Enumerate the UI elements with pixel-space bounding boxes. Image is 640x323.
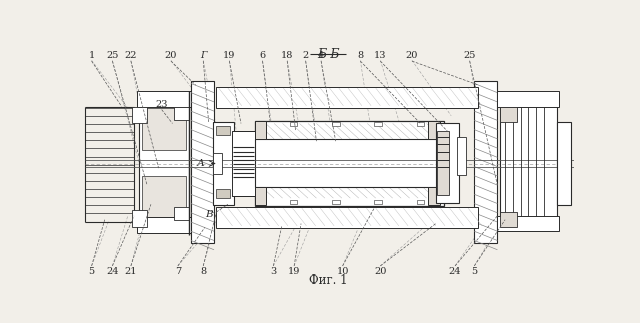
Text: 10: 10 [337,267,349,276]
Text: 8: 8 [357,51,364,59]
Text: 13: 13 [374,51,387,59]
Bar [255,121,444,206]
Text: Фиг. 1: Фиг. 1 [308,274,348,287]
Bar [191,81,214,243]
Bar [436,123,459,203]
Bar [428,187,440,205]
Bar [497,91,559,107]
Bar [500,107,516,122]
Bar [417,122,424,126]
Text: Б-Б: Б-Б [317,48,339,61]
Bar [137,217,193,233]
Bar [212,153,221,174]
Bar [216,126,230,135]
Text: 21: 21 [125,267,137,276]
Bar [255,121,266,139]
Text: 25: 25 [463,51,476,59]
Bar [374,122,382,126]
Bar [500,212,516,227]
Bar [417,201,424,204]
Bar [474,81,497,243]
Bar [216,207,478,228]
Text: 5: 5 [88,267,95,276]
Bar [289,122,297,126]
Text: 24: 24 [106,267,118,276]
Text: 20: 20 [406,51,418,59]
Text: В: В [205,210,212,219]
Bar [332,122,340,126]
Bar [132,210,147,227]
Text: 23: 23 [156,100,168,109]
Text: 3: 3 [270,267,276,276]
Text: 18: 18 [281,51,293,59]
Bar [437,131,449,195]
Bar [232,131,255,196]
Text: 7: 7 [175,267,181,276]
Text: 8: 8 [200,267,206,276]
Bar [289,201,297,204]
Bar [132,107,147,123]
Bar [557,122,570,205]
Bar [141,176,186,218]
Text: Г: Г [200,51,207,59]
Bar [140,104,189,220]
Bar [255,139,444,187]
Bar [497,216,559,231]
Bar [428,121,440,139]
Text: 24: 24 [449,267,461,276]
Text: 19: 19 [223,51,236,59]
Text: 2: 2 [303,51,308,59]
Bar [374,201,382,204]
Bar [212,122,234,205]
Bar [216,87,478,108]
Bar [500,104,557,218]
Bar [174,107,189,120]
Text: 6: 6 [259,51,266,59]
Bar [174,207,189,221]
Text: 1: 1 [88,51,95,59]
Text: 19: 19 [288,267,300,276]
Text: А: А [197,159,205,168]
Text: 20: 20 [374,267,387,276]
Bar [255,187,266,205]
Text: 4: 4 [318,51,324,59]
Bar [137,91,193,107]
Text: 20: 20 [164,51,177,59]
Text: 22: 22 [125,51,137,59]
Bar [456,137,466,175]
Bar [332,201,340,204]
Text: 5: 5 [471,267,477,276]
Bar [216,189,230,198]
Text: 25: 25 [106,51,118,59]
Bar [141,108,186,151]
